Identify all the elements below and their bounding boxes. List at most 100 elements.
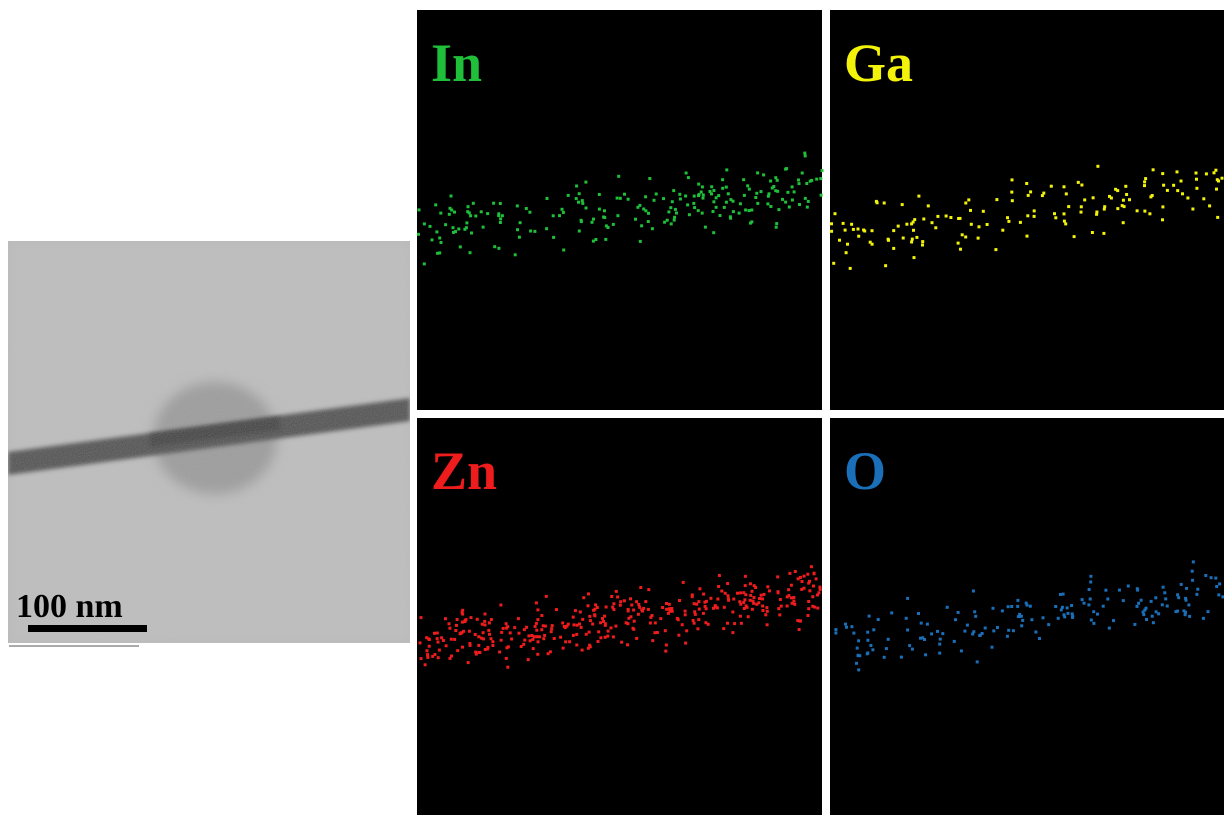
signal-dot [589,619,592,622]
signal-dot [697,600,700,603]
signal-dot [616,596,619,599]
signal-dot [747,615,750,618]
signal-dot [718,574,721,577]
signal-dot [514,253,517,256]
signal-dot [921,240,924,243]
signal-dot [885,647,888,650]
signal-dot [1038,637,1041,640]
signal-dot [978,225,981,228]
signal-dot [717,585,720,588]
signal-dot [931,221,934,224]
signal-dot [743,607,746,610]
signal-dot [1007,629,1010,632]
signal-dot [804,154,807,157]
signal-dot [857,639,860,642]
signal-dot [1174,610,1177,613]
signal-dot [790,596,793,599]
signal-dot [957,611,960,614]
signal-dot [712,189,715,192]
signal-dot [992,607,995,610]
signal-dot [905,223,908,226]
signal-dot [862,229,865,232]
signal-dot [444,617,447,620]
signal-dot [448,213,451,216]
signal-dot [1180,583,1183,586]
signal-dot [797,179,800,182]
signal-dot [1088,588,1091,591]
signal-dot [769,205,772,208]
signal-dot [1030,618,1033,621]
signal-dot [1123,205,1126,208]
signal-dot [532,647,535,650]
signal-dot [778,613,781,616]
signal-dot [739,615,742,618]
signal-dot [786,595,789,598]
signal-dot [815,178,818,181]
signal-dot [1205,172,1208,175]
signal-dot [630,604,633,607]
signal-dot [436,252,439,255]
signal-dot [1202,197,1205,200]
signal-dot [906,629,909,632]
signal-dot [917,612,920,615]
signal-dot [892,229,895,232]
signal-dot [1196,588,1199,591]
signal-dot [665,608,668,611]
signal-dot [857,228,860,231]
signal-dot [1176,593,1179,596]
signal-dot [1122,599,1125,602]
signal-dot [1060,608,1063,611]
signal-dot [674,208,677,211]
signal-dot [623,599,626,602]
signal-dot [807,614,810,617]
signal-dot [644,195,647,198]
signal-dot [542,637,545,640]
signal-dot [572,616,575,619]
signal-dot [714,604,717,607]
signal-dot [727,594,730,597]
signal-dot [499,217,502,220]
signal-dot [529,230,532,233]
signal-dot [637,603,640,606]
signal-dot [801,172,804,175]
signal-dot [667,210,670,213]
signal-dot [438,649,441,652]
signal-dot [638,204,641,207]
signal-dot [775,226,778,229]
signal-dot [1187,604,1190,607]
signal-dot [1108,627,1111,630]
signal-dot [748,209,751,212]
element-map: In [417,10,824,410]
signal-dot [732,598,735,601]
signal-dot [818,586,821,589]
signal-dot [581,202,584,205]
signal-dot [436,637,439,640]
signal-dot [591,623,594,626]
signal-dot [976,660,979,663]
signal-dot [739,202,742,205]
signal-dot [877,618,880,621]
signal-dot [436,632,439,635]
signal-dot [513,626,516,629]
signal-dot [1080,211,1083,214]
signal-dot [424,663,427,666]
signal-dot [723,606,726,609]
signal-dot [1092,196,1095,199]
signal-dot [766,610,769,613]
signal-dot [938,643,941,646]
signal-dot [612,608,615,611]
signal-dot [605,224,608,227]
signal-dot [1033,215,1036,218]
signal-dot [1214,577,1217,580]
signal-dot [844,623,847,626]
signal-dot [1006,635,1009,638]
signal-dot [715,196,718,199]
signal-dot [456,649,459,652]
signal-dot [712,231,715,234]
signal-dot [912,229,915,232]
signal-dot [659,617,662,620]
signal-dot [742,178,745,181]
signal-dot [1021,619,1024,622]
signal-dot [552,236,555,239]
signal-dot [582,596,585,599]
